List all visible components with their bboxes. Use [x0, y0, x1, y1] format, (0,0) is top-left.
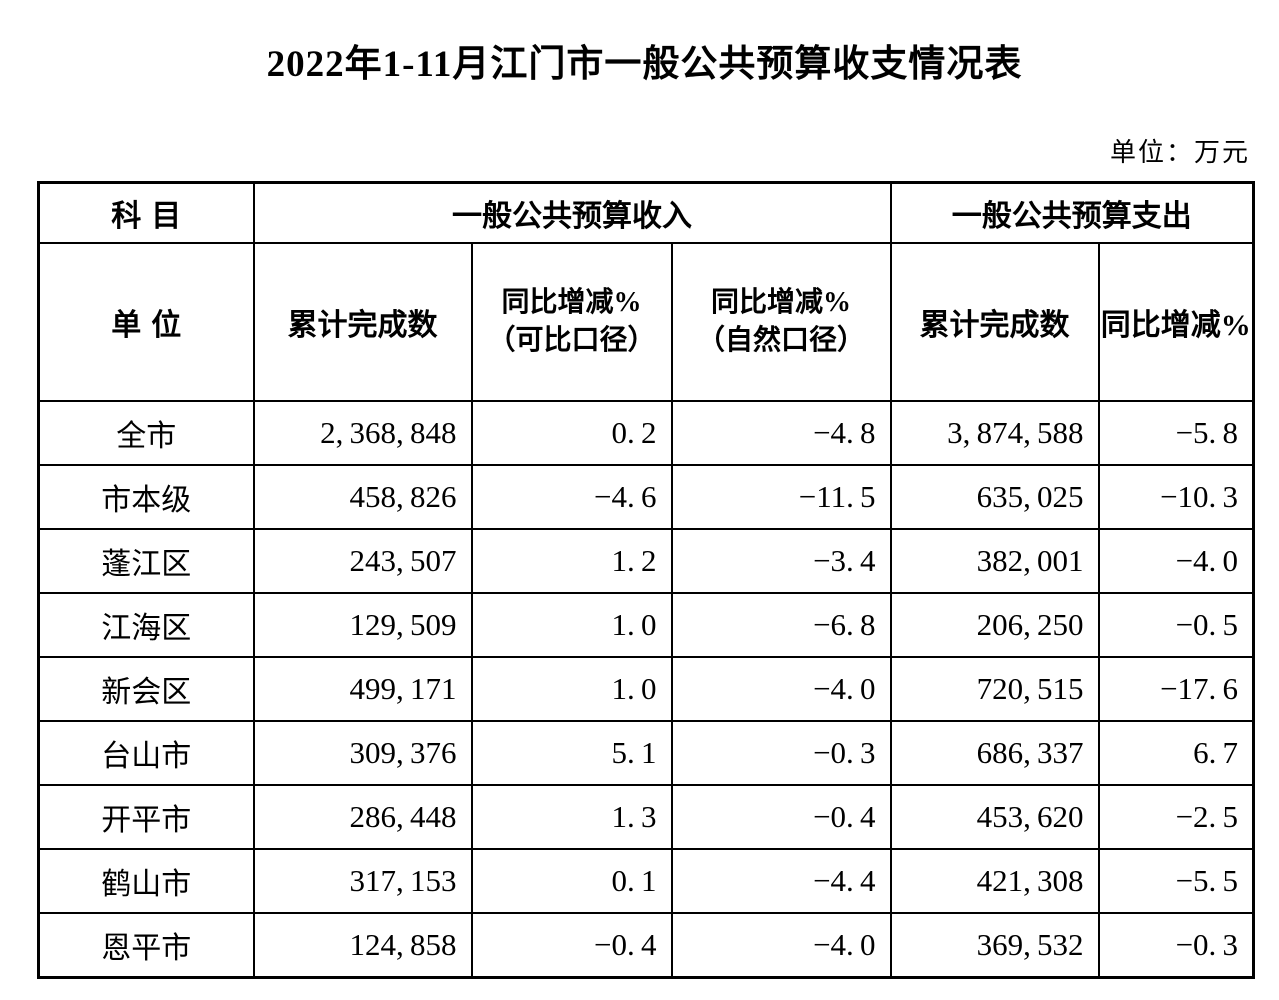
region-name-cell: 江海区 — [37, 592, 255, 659]
expenditure-cumulative-cell: 421, 308 — [889, 848, 1100, 915]
table-header: 科目 一般公共预算收入 一般公共预算支出 单位 累计完成数 同比增减% （可比口… — [37, 181, 1255, 403]
revenue-yoy-natural-cell: −4. 0 — [670, 912, 892, 979]
table-row: 市本级 458, 826 −4. 6 −11. 5 635, 025 −10. 3 — [37, 464, 1255, 531]
revenue-yoy-natural-cell: −0. 4 — [670, 784, 892, 851]
region-name-cell: 市本级 — [37, 464, 255, 531]
unit-note: 单位：万元 — [1109, 138, 1250, 168]
revenue-yoy-natural-cell: −6. 8 — [670, 592, 892, 659]
revenue-yoy-natural-cell: −3. 4 — [670, 528, 892, 595]
table-row: 鹤山市 317, 153 0. 1 −4. 4 421, 308 −5. 5 — [37, 848, 1255, 915]
expenditure-cumulative-cell: 686, 337 — [889, 720, 1100, 787]
revenue-yoy-comparable-cell: −0. 4 — [470, 912, 673, 979]
revenue-cumulative-cell: 458, 826 — [252, 464, 473, 531]
revenue-yoy-natural-cell: −4. 0 — [670, 656, 892, 723]
header-unit: 单位 — [37, 242, 255, 403]
expenditure-yoy-cell: −17. 6 — [1097, 656, 1255, 723]
header-subject: 科目 — [37, 181, 255, 245]
region-name-cell: 鹤山市 — [37, 848, 255, 915]
table-row: 蓬江区 243, 507 1. 2 −3. 4 382, 001 −4. 0 — [37, 528, 1255, 595]
revenue-yoy-comparable-cell: 1. 2 — [470, 528, 673, 595]
expenditure-cumulative-cell: 369, 532 — [889, 912, 1100, 979]
table-row: 恩平市 124, 858 −0. 4 −4. 0 369, 532 −0. 3 — [37, 912, 1255, 979]
expenditure-yoy-cell: 6. 7 — [1097, 720, 1255, 787]
revenue-yoy-natural-cell: −11. 5 — [670, 464, 892, 531]
table-body: 全市 2, 368, 848 0. 2 −4. 8 3, 874, 588 −5. 8 市本… — [37, 400, 1255, 979]
revenue-cumulative-cell: 129, 509 — [252, 592, 473, 659]
header-revenue-cumulative: 累计完成数 — [252, 242, 473, 403]
table-row: 开平市 286, 448 1. 3 −0. 4 453, 620 −2. 5 — [37, 784, 1255, 851]
revenue-yoy-comparable-cell: 1. 0 — [470, 656, 673, 723]
expenditure-cumulative-cell: 206, 250 — [889, 592, 1100, 659]
expenditure-yoy-cell: −5. 8 — [1097, 400, 1255, 467]
header-revenue-yoy-comparable-line1: 同比增减% — [501, 287, 642, 319]
region-name-cell: 恩平市 — [37, 912, 255, 979]
header-revenue-yoy-natural: 同比增减% （自然口径） — [670, 242, 892, 403]
expenditure-yoy-cell: −0. 3 — [1097, 912, 1255, 979]
expenditure-cumulative-cell: 3, 874, 588 — [889, 400, 1100, 467]
revenue-cumulative-cell: 2, 368, 848 — [252, 400, 473, 467]
revenue-cumulative-cell: 499, 171 — [252, 656, 473, 723]
revenue-cumulative-cell: 317, 153 — [252, 848, 473, 915]
revenue-yoy-comparable-cell: 1. 0 — [470, 592, 673, 659]
header-revenue-yoy-natural-line1: 同比增减% — [711, 287, 852, 319]
header-row-groups: 科目 一般公共预算收入 一般公共预算支出 — [37, 181, 1255, 245]
header-row-columns: 单位 累计完成数 同比增减% （可比口径） 同比增减% （自然口径） 累计完成数… — [37, 242, 1255, 403]
header-revenue-yoy-comparable-line2: （可比口径） — [487, 325, 656, 357]
header-expenditure-yoy: 同比增减% — [1097, 242, 1255, 403]
revenue-yoy-comparable-cell: 1. 3 — [470, 784, 673, 851]
expenditure-yoy-cell: −10. 3 — [1097, 464, 1255, 531]
revenue-cumulative-cell: 309, 376 — [252, 720, 473, 787]
table-row: 江海区 129, 509 1. 0 −6. 8 206, 250 −0. 5 — [37, 592, 1255, 659]
revenue-yoy-natural-cell: −0. 3 — [670, 720, 892, 787]
revenue-cumulative-cell: 286, 448 — [252, 784, 473, 851]
revenue-yoy-comparable-cell: −4. 6 — [470, 464, 673, 531]
expenditure-cumulative-cell: 635, 025 — [889, 464, 1100, 531]
table-row: 新会区 499, 171 1. 0 −4. 0 720, 515 −17. 6 — [37, 656, 1255, 723]
region-name-cell: 蓬江区 — [37, 528, 255, 595]
expenditure-cumulative-cell: 720, 515 — [889, 656, 1100, 723]
expenditure-yoy-cell: −5. 5 — [1097, 848, 1255, 915]
expenditure-cumulative-cell: 453, 620 — [889, 784, 1100, 851]
table-row: 台山市 309, 376 5. 1 −0. 3 686, 337 6. 7 — [37, 720, 1255, 787]
revenue-yoy-natural-cell: −4. 4 — [670, 848, 892, 915]
revenue-yoy-comparable-cell: 0. 2 — [470, 400, 673, 467]
header-revenue-group: 一般公共预算收入 — [252, 181, 892, 245]
expenditure-cumulative-cell: 382, 001 — [889, 528, 1100, 595]
revenue-yoy-comparable-cell: 5. 1 — [470, 720, 673, 787]
table-row: 全市 2, 368, 848 0. 2 −4. 8 3, 874, 588 −5. 8 — [37, 400, 1255, 467]
expenditure-yoy-cell: −2. 5 — [1097, 784, 1255, 851]
header-expenditure-group: 一般公共预算支出 — [889, 181, 1255, 245]
revenue-cumulative-cell: 124, 858 — [252, 912, 473, 979]
budget-table: 科目 一般公共预算收入 一般公共预算支出 单位 累计完成数 同比增减% （可比口… — [37, 181, 1256, 980]
expenditure-yoy-cell: −4. 0 — [1097, 528, 1255, 595]
region-name-cell: 台山市 — [37, 720, 255, 787]
page-title: 2022年1-11月江门市一般公共预算收支情况表 — [266, 44, 1023, 85]
region-name-cell: 新会区 — [37, 656, 255, 723]
expenditure-yoy-cell: −0. 5 — [1097, 592, 1255, 659]
header-revenue-yoy-comparable: 同比增减% （可比口径） — [470, 242, 673, 403]
region-name-cell: 开平市 — [37, 784, 255, 851]
page-content: 2022年1-11月江门市一般公共预算收支情况表 单位：万元 科目 一般公共预算… — [37, 0, 1256, 980]
region-name-cell: 全市 — [37, 400, 255, 467]
header-expenditure-cumulative: 累计完成数 — [889, 242, 1100, 403]
revenue-yoy-natural-cell: −4. 8 — [670, 400, 892, 467]
revenue-cumulative-cell: 243, 507 — [252, 528, 473, 595]
header-revenue-yoy-natural-line2: （自然口径） — [697, 325, 866, 357]
revenue-yoy-comparable-cell: 0. 1 — [470, 848, 673, 915]
